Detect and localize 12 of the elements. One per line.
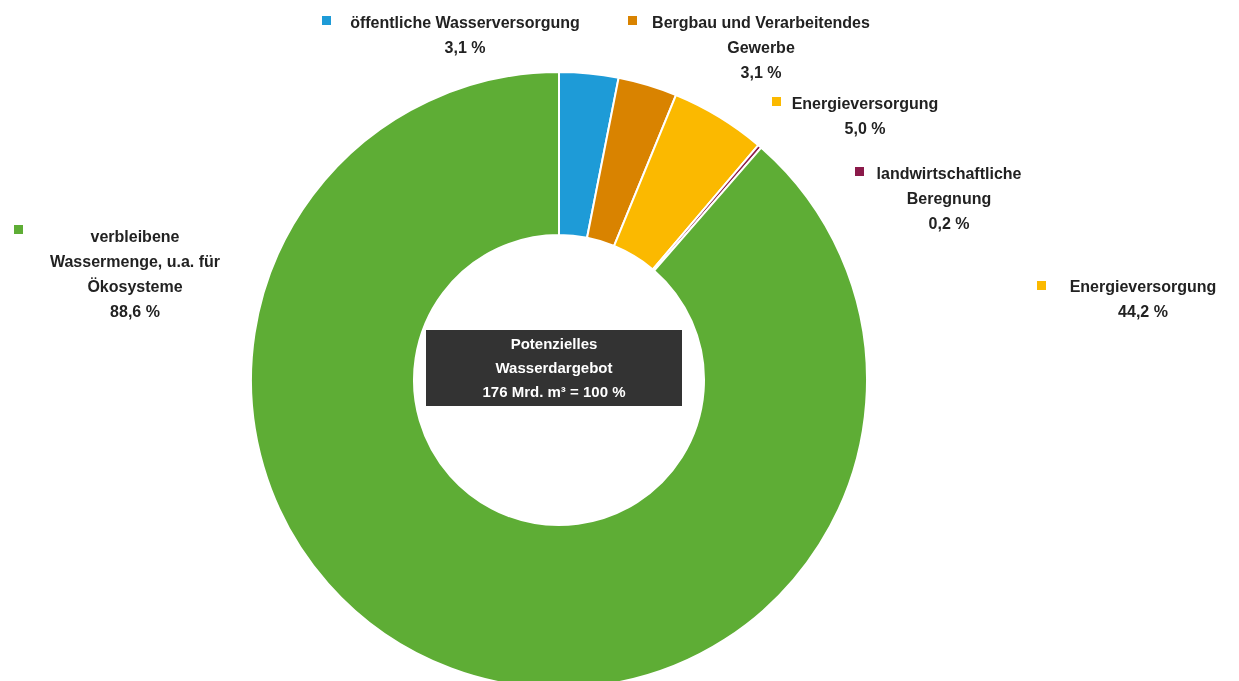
data-label: 88,6 % [109, 302, 161, 322]
legend-label: öffentliche Wasserversorgung [349, 13, 581, 33]
data-label: 5,0 % [843, 119, 887, 139]
legend-label: Energieversorgung [790, 94, 940, 114]
text: Potenzielles Wasserdargebot 176 Mrd. m³ = 100 % [426, 330, 682, 406]
data-label: 3,1 % [443, 38, 487, 58]
text: Energieversorgung 44,2 % [1068, 277, 1218, 322]
legend-label: Bergbau und Verarbeitendes Gewerbe [651, 13, 871, 58]
legend-label: landwirtschaftliche Beregnung [875, 164, 1023, 209]
data-label: 0,2 % [927, 214, 971, 234]
data-label: 3,1 % [739, 63, 783, 83]
slice-label: verbleibene Wassermenge, u.a. für Ökosysteme [48, 227, 222, 297]
